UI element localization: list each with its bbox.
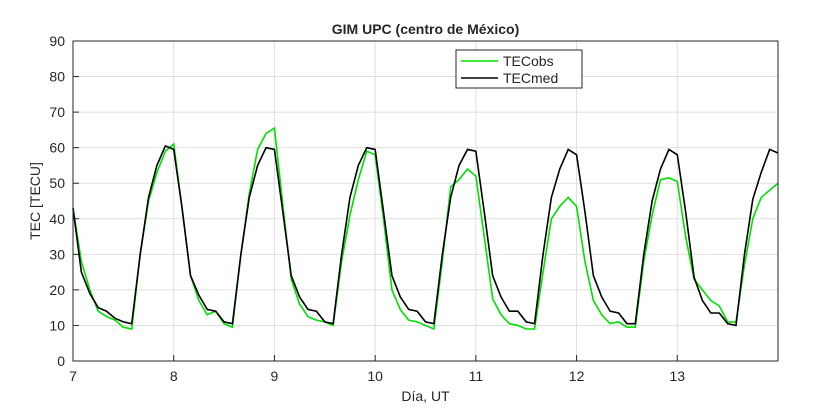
x-tick-label: 7 [69, 368, 77, 384]
y-tick-label: 30 [49, 246, 65, 262]
legend-label: TECobs [503, 53, 554, 69]
y-tick-label: 20 [49, 282, 65, 298]
y-tick-label: 60 [49, 140, 65, 156]
x-tick-label: 11 [469, 368, 484, 384]
chart-title: GIM UPC (centro de México) [332, 21, 519, 37]
y-tick-label: 40 [49, 211, 65, 227]
data-line [72, 144, 779, 327]
y-tick-label: 0 [57, 353, 65, 369]
plot-area [73, 41, 778, 361]
x-tick-label: 10 [367, 368, 383, 384]
legend-box [455, 49, 583, 89]
x-axis-label: Día, UT [401, 388, 450, 404]
x-tick-label: 8 [170, 368, 178, 384]
y-tick-label: 90 [49, 33, 65, 49]
y-tick-label: 10 [49, 317, 65, 333]
y-tick-label: 80 [49, 69, 65, 85]
x-tick-label: 12 [569, 368, 585, 384]
axes-box [72, 40, 779, 362]
y-axis-label: TEC [TECU] [27, 162, 43, 240]
x-tick-label: 9 [271, 368, 279, 384]
legend-label: TECmed [503, 70, 558, 86]
y-tick-label: 70 [49, 104, 65, 120]
y-tick-label: 50 [49, 175, 65, 191]
x-tick-label: 13 [669, 368, 685, 384]
